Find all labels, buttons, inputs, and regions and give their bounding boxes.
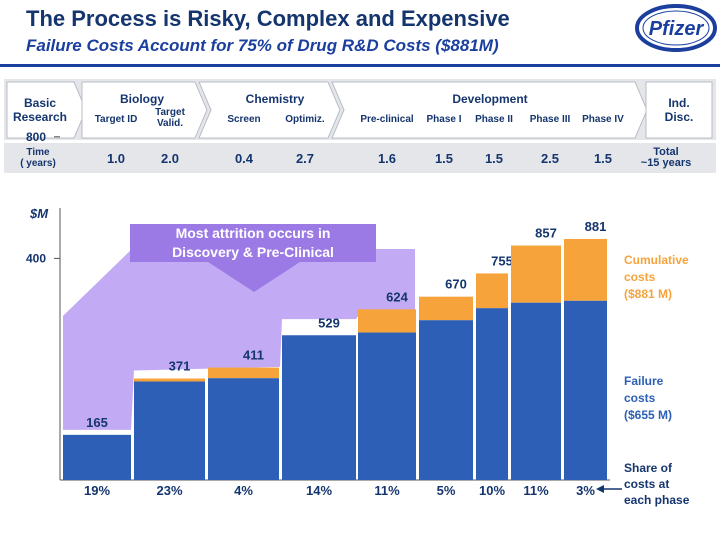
ind-disc-label: Disc. <box>665 110 694 124</box>
header-rule <box>0 64 720 67</box>
phase-step-label: Phase II <box>475 114 513 125</box>
failure-cost-bar <box>358 332 416 480</box>
cumulative-value-label: 165 <box>86 415 108 430</box>
failure-cost-bar <box>476 308 508 480</box>
cumulative-value-label: 881 <box>585 219 607 234</box>
phase-group-label: Development <box>452 92 527 106</box>
time-value: 1.0 <box>107 151 125 166</box>
cumulative-value-label: 624 <box>386 289 408 304</box>
legend-share: Share of <box>624 461 673 475</box>
cumulative-cost-bar <box>511 245 561 303</box>
basic-research-arrow <box>6 81 87 139</box>
time-band <box>4 143 716 173</box>
share-label: 5% <box>437 483 456 498</box>
legend-share: each phase <box>624 493 690 507</box>
phase-step-label: Target <box>155 107 185 118</box>
time-value: 2.0 <box>161 151 179 166</box>
legend-failure: costs <box>624 391 656 405</box>
time-value: 0.4 <box>235 151 254 166</box>
legend-share: costs at <box>624 477 669 491</box>
y-tick-label: 800 <box>26 130 46 144</box>
share-label: 10% <box>479 483 505 498</box>
phase-step-label: Screen <box>227 114 260 125</box>
basic-research-label: Basic <box>24 96 56 110</box>
legend-cumulative: Cumulative <box>624 253 689 267</box>
cumulative-value-label: 670 <box>445 277 467 292</box>
failure-cost-bar <box>282 335 356 480</box>
attrition-shading <box>63 248 415 430</box>
failure-cost-bar <box>208 378 279 480</box>
phase-group-arrow-1 <box>198 81 341 139</box>
cumulative-value-label: 371 <box>169 358 191 373</box>
attrition-callout-text: Most attrition occurs in <box>176 225 331 241</box>
y-axis-unit: $M <box>29 206 49 221</box>
attrition-callout-box <box>130 224 376 292</box>
failure-cost-bar <box>63 434 131 480</box>
cumulative-value-label: 857 <box>535 226 557 241</box>
time-label: ( years) <box>20 158 56 169</box>
phase-step-label: Phase III <box>530 114 571 125</box>
phase-step-label: Optimiz. <box>285 114 325 125</box>
cumulative-value-label: 755 <box>491 253 513 268</box>
failure-cost-bar <box>419 320 473 480</box>
share-label: 23% <box>156 483 182 498</box>
basic-research-label: Research <box>13 110 67 124</box>
time-value: 1.5 <box>435 151 453 166</box>
phase-group-arrow-0 <box>81 81 208 139</box>
phase-group-arrow-2 <box>331 81 648 139</box>
share-pointer-arrow <box>596 485 604 493</box>
cumulative-cost-bar <box>208 367 279 379</box>
share-label: 11% <box>523 483 549 498</box>
time-value: 1.5 <box>594 151 612 166</box>
cumulative-cost-bar <box>564 238 607 301</box>
time-value: 1.5 <box>485 151 503 166</box>
total-time-label: Total <box>653 146 678 158</box>
y-tick-label: 400 <box>26 251 46 265</box>
phase-step-label: Phase IV <box>582 114 624 125</box>
time-label: Time <box>26 147 50 158</box>
failure-cost-bar <box>564 300 607 480</box>
legend-failure: ($655 M) <box>624 408 672 422</box>
share-label: 4% <box>234 483 253 498</box>
time-value: 1.6 <box>378 151 396 166</box>
failure-cost-bar <box>511 302 561 480</box>
failure-cost-bar <box>134 381 205 480</box>
total-time-label: ~15 years <box>641 157 691 169</box>
phase-step-label: Pre-clinical <box>360 114 414 125</box>
slide-title: The Process is Risky, Complex and Expens… <box>26 6 510 31</box>
cumulative-value-label: 529 <box>318 315 340 330</box>
svg-text:Pfizer: Pfizer <box>649 18 705 40</box>
cumulative-cost-bar <box>476 273 508 309</box>
share-label: 14% <box>306 483 332 498</box>
slide-subtitle: Failure Costs Account for 75% of Drug R&… <box>26 36 499 55</box>
phase-step-label: Phase I <box>426 114 461 125</box>
phase-step-label: Valid. <box>157 118 183 129</box>
cumulative-cost-bar <box>134 378 205 382</box>
cumulative-cost-bar <box>419 296 473 321</box>
ind-disc-label: Ind. <box>668 96 689 110</box>
share-label: 11% <box>374 483 400 498</box>
cumulative-value-label: 411 <box>243 348 264 363</box>
share-label: 19% <box>84 483 110 498</box>
legend-cumulative: ($881 M) <box>624 287 672 301</box>
time-value: 2.5 <box>541 151 559 166</box>
cumulative-cost-bar <box>358 309 416 333</box>
pfizer-logo: Pfizer <box>635 4 717 52</box>
phase-group-label: Chemistry <box>246 92 305 106</box>
share-label: 3% <box>576 483 595 498</box>
phase-group-label: Biology <box>120 92 164 106</box>
phase-step-label: Target ID <box>95 114 138 125</box>
legend-cumulative: costs <box>624 270 656 284</box>
legend-failure: Failure <box>624 374 664 388</box>
ind-disc-box <box>645 81 713 139</box>
attrition-callout-text: Discovery & Pre-Clinical <box>172 244 334 260</box>
time-value: 2.7 <box>296 151 314 166</box>
